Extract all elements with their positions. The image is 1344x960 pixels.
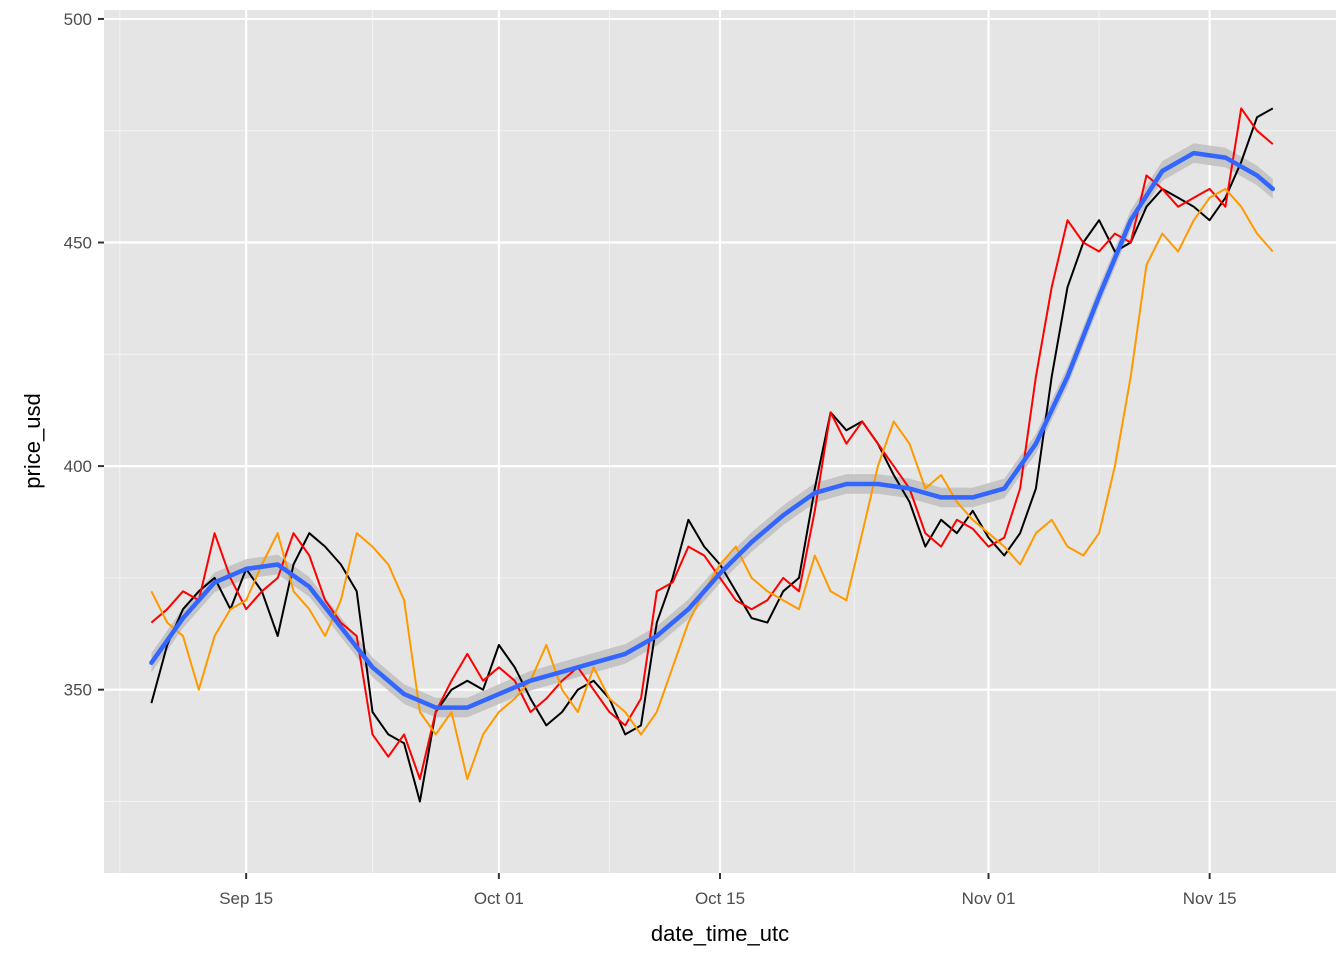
x-tick-label: Oct 01 xyxy=(474,889,524,908)
y-tick-label: 500 xyxy=(64,10,92,29)
y-tick-label: 350 xyxy=(64,681,92,700)
smooth-line xyxy=(149,150,1276,710)
y-tick-label: 450 xyxy=(64,234,92,253)
series-line-1 xyxy=(150,107,1274,803)
series-line-2 xyxy=(150,107,1274,781)
x-tick-label: Nov 15 xyxy=(1183,889,1237,908)
price-series xyxy=(150,107,1274,803)
y-axis-ticks: 350 400 450 500 xyxy=(64,10,104,700)
x-tick-label: Nov 01 xyxy=(962,889,1016,908)
y-axis-title: price_usd xyxy=(20,393,45,488)
series-line-3 xyxy=(150,187,1274,781)
x-axis-ticks: Sep 15 Oct 01 Oct 15 Nov 01 Nov 15 xyxy=(219,873,1237,908)
x-tick-label: Oct 15 xyxy=(695,889,745,908)
x-tick-label: Sep 15 xyxy=(219,889,273,908)
x-axis-title: date_time_utc xyxy=(651,921,789,946)
smooth-trend-line xyxy=(149,150,1276,710)
y-tick-label: 400 xyxy=(64,457,92,476)
